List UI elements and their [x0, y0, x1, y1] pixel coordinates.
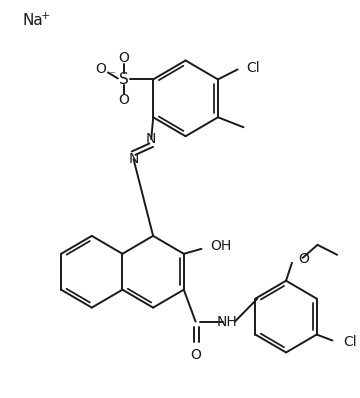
- Text: Cl: Cl: [343, 336, 357, 349]
- Text: O: O: [118, 94, 129, 107]
- Text: OH: OH: [210, 239, 231, 253]
- Text: Cl: Cl: [247, 61, 260, 76]
- Text: O: O: [118, 51, 129, 66]
- Text: ⁻: ⁻: [109, 70, 115, 80]
- Text: S: S: [119, 72, 129, 87]
- Text: +: +: [41, 11, 50, 21]
- Text: O: O: [298, 252, 309, 266]
- Text: N: N: [129, 152, 139, 166]
- Text: O: O: [190, 349, 201, 363]
- Text: NH: NH: [217, 314, 237, 329]
- Text: Na: Na: [22, 13, 43, 28]
- Text: N: N: [146, 132, 157, 146]
- Text: O: O: [96, 62, 107, 76]
